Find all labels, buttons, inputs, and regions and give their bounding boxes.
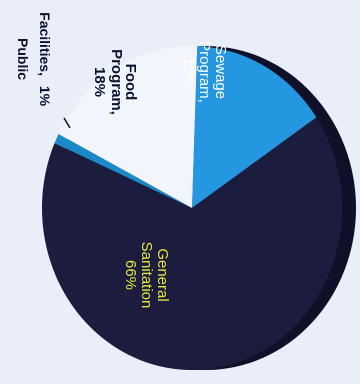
svg-text:Sewage: Sewage <box>212 45 229 99</box>
food-program-label-word1: Food <box>122 64 139 101</box>
svg-text:Facilities, 1%: Facilities, 1% <box>37 12 53 107</box>
public-facilities-label: Facilities, <box>37 12 53 76</box>
svg-text:General: General <box>154 248 171 301</box>
slice-label-general-sanitation: General <box>154 248 171 301</box>
pie-slice-public-facilities <box>54 133 192 208</box>
svg-text:15%: 15% <box>180 57 197 87</box>
food-program-value: 18% <box>91 67 108 97</box>
pie-slices <box>42 46 342 371</box>
pie-slice-sewage-program <box>192 46 317 208</box>
public-facilities-value: 1% <box>37 86 53 107</box>
general-sanitation-label: Sanitation <box>138 242 155 309</box>
svg-text:Sanitation: Sanitation <box>138 242 155 309</box>
slice-label-general-sanitation-2: Sanitation <box>138 242 155 309</box>
pie-slice-general-sanitation <box>42 117 342 371</box>
public-facilities-leader <box>63 117 71 129</box>
slice-label-food-value: 18% <box>91 67 108 97</box>
svg-text:Food: Food <box>122 64 139 101</box>
general-sanitation-value: 66% <box>122 260 139 290</box>
general-sanitation-label-word1: General <box>154 248 171 301</box>
svg-text:18%: 18% <box>91 67 108 97</box>
public-label-line1: Public <box>15 38 31 80</box>
slice-label-sewage-program: Sewage <box>212 45 229 99</box>
svg-text:66%: 66% <box>122 260 139 290</box>
svg-text:Program,: Program, <box>108 49 125 115</box>
slice-label-general-value: 66% <box>122 260 139 290</box>
sewage-program-label-word1: Sewage <box>212 45 229 99</box>
slice-label-sewage-program-2: Program, <box>196 41 213 103</box>
sewage-program-value: 15% <box>180 57 197 87</box>
svg-text:Program,: Program, <box>196 41 213 103</box>
pie-slice-food-program <box>58 46 198 208</box>
slice-label-sewage-value: 15% <box>180 57 197 87</box>
food-program-label: Program, <box>108 49 125 115</box>
slice-label-food-program-2: Program, <box>108 49 125 115</box>
slice-label-food-program: Food <box>122 64 139 101</box>
sewage-program-label: Program, <box>196 41 213 103</box>
slice-label-public-facilities: Facilities, 1% <box>37 12 53 107</box>
